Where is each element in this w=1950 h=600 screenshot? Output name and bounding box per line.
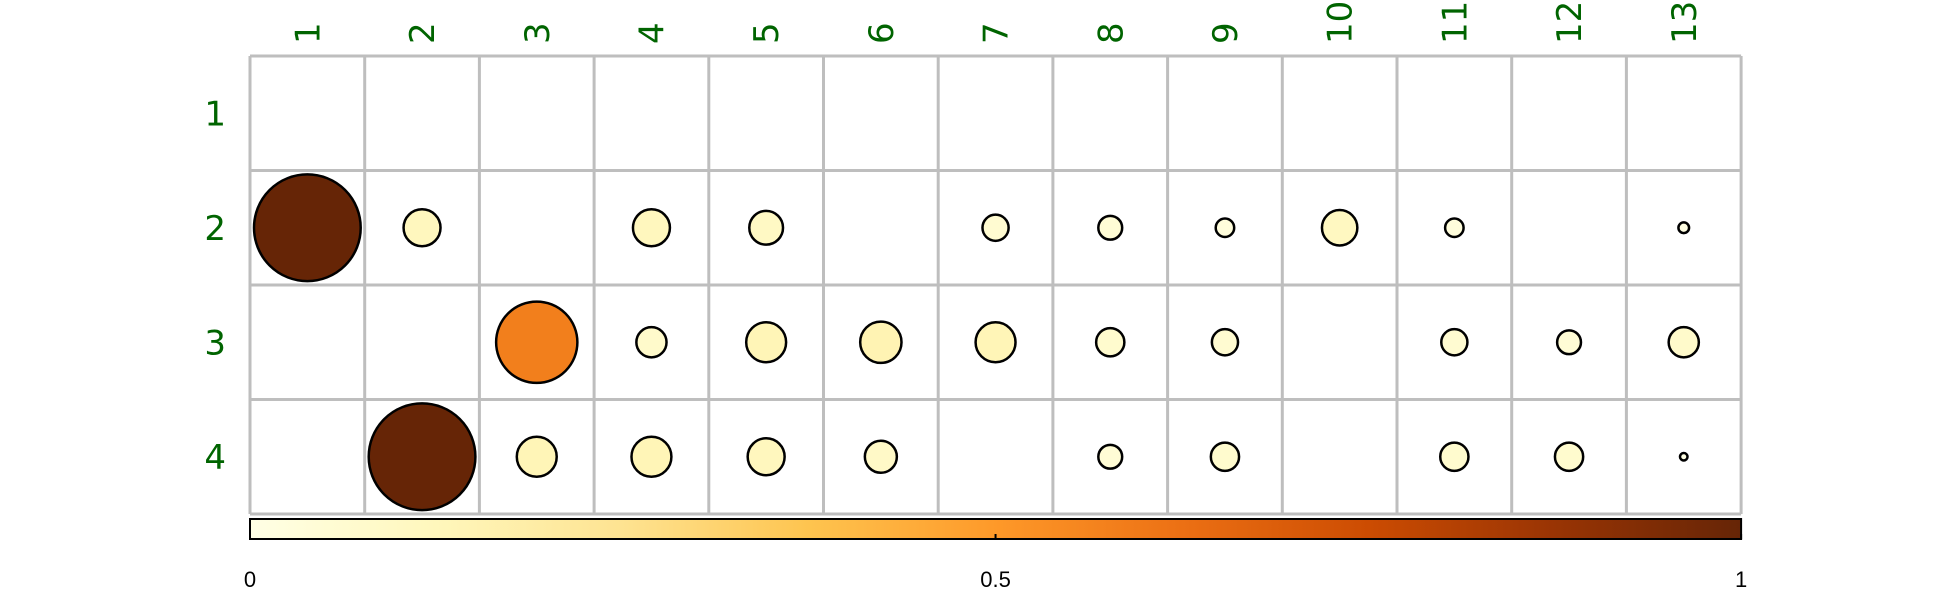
column-label: 6 xyxy=(862,22,902,44)
column-label: 8 xyxy=(1091,22,1131,44)
row-label: 2 xyxy=(204,209,226,249)
column-label: 13 xyxy=(1665,1,1705,44)
data-circle xyxy=(1214,217,1236,239)
column-label: 12 xyxy=(1550,1,1590,44)
data-circle xyxy=(1097,214,1124,241)
column-label: 11 xyxy=(1435,1,1475,44)
data-circle xyxy=(1320,208,1359,247)
data-circle xyxy=(1438,441,1470,473)
column-label: 3 xyxy=(518,22,558,44)
data-circle xyxy=(515,435,558,478)
column-label: 7 xyxy=(977,22,1017,44)
row-label: 1 xyxy=(204,94,226,134)
data-circle xyxy=(981,213,1010,243)
data-circle xyxy=(367,402,477,512)
data-circle xyxy=(748,209,785,246)
row-label: 4 xyxy=(204,438,226,478)
data-circle xyxy=(1440,327,1469,357)
column-label: 9 xyxy=(1206,22,1246,44)
data-circle xyxy=(1097,443,1124,470)
data-circle xyxy=(974,321,1017,364)
data-circle xyxy=(1210,327,1240,357)
data-circle xyxy=(1209,441,1241,473)
data-circle xyxy=(1553,441,1585,473)
data-circle xyxy=(746,437,786,477)
column-label: 2 xyxy=(403,22,443,44)
data-circle xyxy=(744,321,788,364)
data-circle xyxy=(1555,329,1583,356)
column-label: 1 xyxy=(288,22,328,44)
data-circle xyxy=(494,300,579,385)
data-circle xyxy=(630,435,673,478)
data-circle xyxy=(1443,217,1465,239)
data-circle xyxy=(1678,451,1689,462)
data-circle xyxy=(1677,221,1691,235)
data-circle xyxy=(1667,325,1701,359)
data-circle xyxy=(858,320,903,365)
data-circle xyxy=(252,173,362,283)
colorbar-tick-label: 0.5 xyxy=(980,567,1011,592)
data-circle xyxy=(402,208,442,248)
grid xyxy=(248,54,1743,516)
colorbar-tick-label: 1 xyxy=(1735,567,1747,592)
data-circle xyxy=(863,439,899,475)
colorbar-tick-label: 0 xyxy=(244,567,256,592)
colorbar: 0 0.5 1 xyxy=(244,518,1747,592)
data-circles xyxy=(252,173,1701,512)
column-label: 4 xyxy=(632,22,672,44)
data-circle xyxy=(635,325,668,359)
column-label: 5 xyxy=(747,22,787,44)
data-circle xyxy=(631,208,672,248)
data-circle xyxy=(1094,326,1126,358)
row-label: 3 xyxy=(204,323,226,363)
column-label: 10 xyxy=(1321,1,1361,44)
